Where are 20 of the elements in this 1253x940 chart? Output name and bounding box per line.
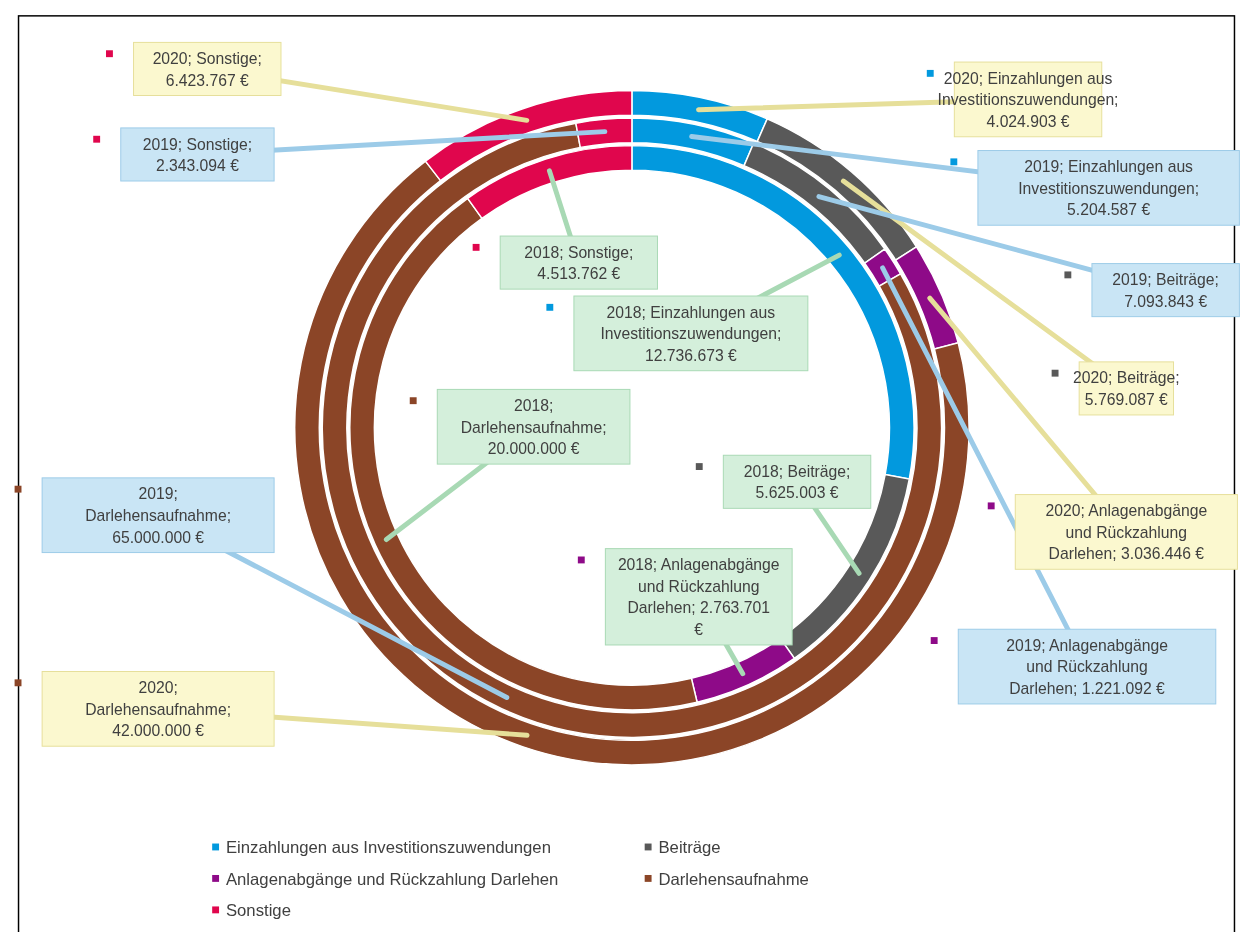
data-label: 2020; Beiträge; 5.769.087 € xyxy=(1073,369,1180,409)
legend-label: Darlehensaufnahme xyxy=(658,869,809,889)
data-label: 2019; Sonstige; 2.343.094 € xyxy=(142,135,253,175)
data-label: 2018; Sonstige; 4.513.762 € xyxy=(524,243,634,283)
data-label: 2019; Darlehensaufnahme; 65.000.000 € xyxy=(85,485,232,546)
legend-label: Beiträge xyxy=(658,838,721,858)
data-label: 2018; Einzahlungen aus Investitionszuwendungen; 12.736.673 € xyxy=(600,303,782,364)
data-label: 2020; Einzahlungen aus Investitionszuwendungen; 4.024.903 € xyxy=(937,69,1119,130)
data-label: 2018; Darlehensaufnahme; 20.000.000 € xyxy=(460,397,607,458)
data-label: 2018; Beiträge; 5.625.003 € xyxy=(743,462,851,502)
data-label: 2020; Darlehensaufnahme; 42.000.000 € xyxy=(85,679,232,740)
data-label: 2018; Anlagenabgänge und Rückzahlung Darlehen; 2.763.701 € xyxy=(617,556,780,639)
data-label: 2019; Anlagenabgänge und Rückzahlung Darlehen; 1.221.092 € xyxy=(1006,636,1169,698)
legend-label: Sonstige xyxy=(225,901,291,921)
legend-label: Einzahlungen aus Investitionszuwendungen xyxy=(225,838,551,858)
legend-label: Anlagenabgänge und Rückzahlung Darlehen xyxy=(225,869,559,889)
data-label: 2019; Einzahlungen aus Investitionszuwendungen; 5.204.587 € xyxy=(1018,158,1200,219)
data-label: 2020; Sonstige; 6.423.767 € xyxy=(152,50,262,89)
data-label: 2019; Beiträge; 7.093.843 € xyxy=(1112,271,1219,310)
data-label: 2020; Anlagenabgänge und Rückzahlung Darlehen; 3.036.446 € xyxy=(1045,502,1208,563)
